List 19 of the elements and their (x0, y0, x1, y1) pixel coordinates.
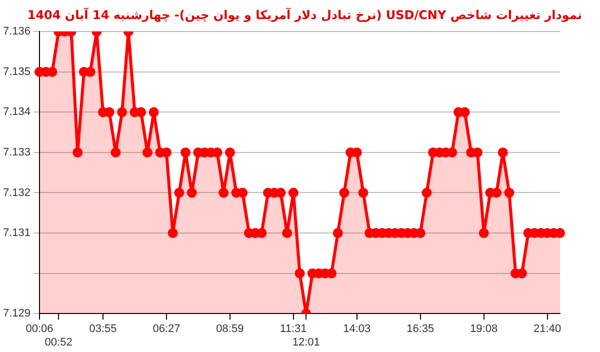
y-tick-label: 7.129 (2, 308, 31, 320)
y-tick-label: 7.131 (2, 227, 31, 240)
x-tick-label: 00:52 (44, 336, 72, 348)
x-tick-label: 11:31 (280, 323, 307, 336)
x-tick-label: 06:27 (152, 323, 180, 336)
x-tick-label: 08:59 (216, 323, 244, 336)
y-tick-label: 7.134 (2, 106, 31, 118)
x-tick-label: 16:35 (406, 323, 434, 336)
x-tick-label: 12:01 (292, 336, 320, 348)
x-tick-label: 00:06 (26, 323, 54, 336)
x-tick-label: 21:40 (534, 323, 562, 336)
y-tick-label: 7.133 (2, 146, 31, 158)
y-tick-label: 7.132 (2, 186, 31, 199)
y-tick-label: 7.136 (2, 26, 31, 38)
chart-title: نمودار تغییرات شاخص USD/CNY (نرخ تبادل دلار آمریکا و یوان چین)- چهارشنبه 14 آبان 1404 (26, 6, 583, 22)
x-tick-label: 14:03 (343, 323, 371, 336)
y-tick-label: 7.135 (2, 66, 31, 78)
x-tick-label: 03:55 (89, 323, 117, 336)
x-tick-label: 19:08 (470, 323, 498, 336)
